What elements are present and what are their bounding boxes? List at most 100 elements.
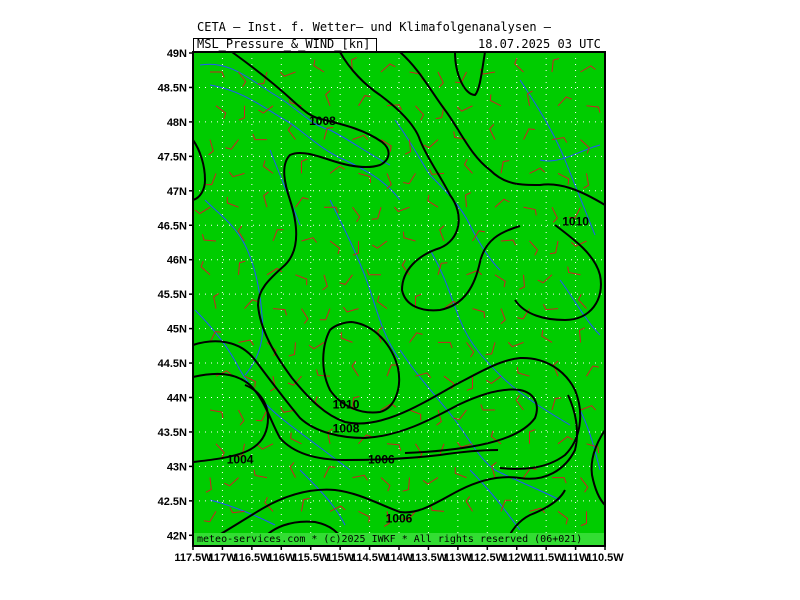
wind-barb — [580, 65, 596, 73]
lat-label: 48.5N — [158, 82, 187, 94]
wind-barb — [537, 274, 553, 284]
wind-barb — [466, 342, 475, 358]
wind-barb — [352, 134, 369, 141]
river-line — [329, 199, 401, 361]
isobar — [199, 394, 578, 547]
wind-barb — [263, 191, 269, 208]
wind-barb — [456, 105, 473, 112]
wind-barb — [209, 331, 222, 343]
wind-barb — [529, 507, 546, 514]
wind-barb — [491, 462, 497, 478]
wind-barb — [500, 499, 512, 512]
wind-barb — [295, 274, 308, 286]
wind-barb — [464, 192, 472, 208]
wind-barb — [238, 339, 254, 346]
wind-barb — [486, 375, 502, 385]
chart-timestamp: 18.07.2025 03 UTC — [478, 37, 601, 51]
wind-barb — [301, 237, 318, 243]
wind-barb — [244, 375, 256, 388]
wind-barb — [529, 429, 536, 444]
wind-barb — [324, 206, 339, 213]
wind-barb — [244, 299, 259, 309]
wind-barb — [472, 308, 486, 318]
wind-barb — [402, 477, 410, 492]
lon-label: 114W — [385, 552, 414, 564]
wind-barb — [323, 127, 334, 140]
wind-barb — [315, 369, 331, 377]
lon-label: 112.5W — [469, 552, 507, 564]
wind-barb — [352, 474, 368, 481]
lon-label: 110.5W — [586, 552, 624, 564]
isobar — [339, 51, 521, 312]
lat-label: 48N — [167, 117, 187, 129]
contour-label: 1010 — [333, 397, 360, 411]
wind-barb — [380, 139, 392, 152]
wind-barb — [551, 206, 558, 223]
wind-barb — [516, 366, 530, 377]
river-line — [209, 84, 401, 201]
wind-barb — [225, 139, 239, 150]
contour-labels: 1008 1010 1010 1008 1006 1004 1006 — [227, 114, 590, 525]
wind-barb — [577, 294, 587, 309]
lat-label: 43N — [167, 461, 187, 473]
wind-barb — [401, 511, 416, 521]
wind-barb — [386, 364, 398, 377]
wind-barb — [583, 173, 590, 189]
wind-barb — [386, 104, 403, 111]
river-line — [204, 199, 264, 376]
wind-barb — [215, 105, 227, 119]
wind-barb — [526, 90, 533, 106]
wind-barb — [383, 511, 390, 527]
contour-label: 1010 — [562, 214, 589, 228]
wind-barb — [380, 477, 391, 492]
wind-barb — [386, 443, 402, 451]
wind-barb — [489, 124, 496, 140]
wind-barb — [466, 376, 473, 391]
wind-barb — [529, 167, 546, 174]
lon-label: 117W — [208, 552, 237, 564]
wind-barb — [350, 56, 358, 73]
wind-barb — [301, 308, 309, 324]
wind-barb — [238, 71, 247, 87]
isobar — [322, 321, 400, 414]
wind-barb — [551, 58, 560, 73]
wind-barb — [439, 225, 445, 242]
wind-barb — [280, 406, 296, 413]
contour-label: 1004 — [227, 453, 254, 467]
wind-barb — [386, 173, 392, 189]
wind-barb — [454, 467, 467, 479]
river-line — [299, 469, 346, 526]
wind-barb — [427, 194, 439, 208]
lon-label: 113.5W — [410, 552, 448, 564]
wind-barb — [229, 507, 245, 514]
wind-barb — [290, 432, 302, 445]
chart-title: CETA — Inst. f. Wetter— und Klimafolgena… — [197, 20, 552, 34]
wind-barb — [480, 404, 495, 411]
lat-label: 45.5N — [158, 289, 187, 301]
wind-barb — [201, 234, 217, 242]
wind-barb — [194, 206, 211, 215]
isobar — [192, 340, 538, 454]
wind-barb — [295, 197, 309, 208]
wind-barb — [351, 360, 359, 377]
wind-barb — [213, 293, 220, 309]
wind-barb — [393, 206, 410, 213]
wind-barb — [210, 71, 225, 78]
lat-label: 44N — [167, 393, 187, 405]
lon-label: 111W — [562, 552, 590, 564]
wind-barb — [257, 443, 274, 450]
river-line — [519, 79, 596, 236]
isobar — [399, 51, 606, 206]
wind-barb — [205, 477, 212, 493]
wind-barb — [272, 229, 284, 242]
wind-barb — [264, 496, 274, 512]
wind-barb — [437, 262, 448, 275]
wind-barb — [287, 375, 302, 386]
wind-barb — [428, 168, 445, 175]
wind-barb — [570, 240, 587, 247]
axis-ticks — [189, 52, 606, 550]
wind-barb — [415, 372, 432, 379]
wind-barb — [238, 260, 246, 275]
river-line — [199, 63, 391, 166]
wind-barb — [253, 469, 268, 479]
